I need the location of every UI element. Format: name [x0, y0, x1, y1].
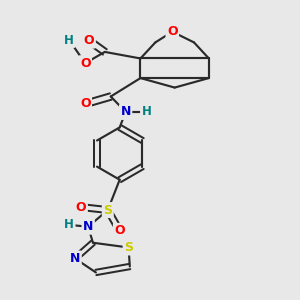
Text: N: N [83, 220, 93, 233]
Text: H: H [142, 106, 152, 118]
Text: H: H [64, 34, 74, 46]
Text: O: O [80, 57, 91, 70]
Text: O: O [80, 98, 91, 110]
Text: S: S [103, 203, 112, 217]
Text: O: O [84, 34, 94, 47]
Text: N: N [120, 106, 131, 118]
Text: S: S [124, 241, 133, 254]
Text: N: N [70, 252, 80, 265]
Text: O: O [167, 25, 178, 38]
Text: O: O [76, 201, 86, 214]
Text: O: O [114, 224, 125, 237]
Text: H: H [64, 218, 74, 231]
